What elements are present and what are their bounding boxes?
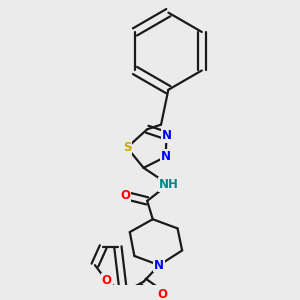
Text: O: O xyxy=(157,288,167,300)
Text: N: N xyxy=(154,259,164,272)
Text: O: O xyxy=(102,274,112,287)
Text: NH: NH xyxy=(158,178,178,191)
Text: N: N xyxy=(161,129,172,142)
Text: N: N xyxy=(160,150,171,163)
Text: O: O xyxy=(120,189,130,202)
Text: S: S xyxy=(123,141,131,154)
